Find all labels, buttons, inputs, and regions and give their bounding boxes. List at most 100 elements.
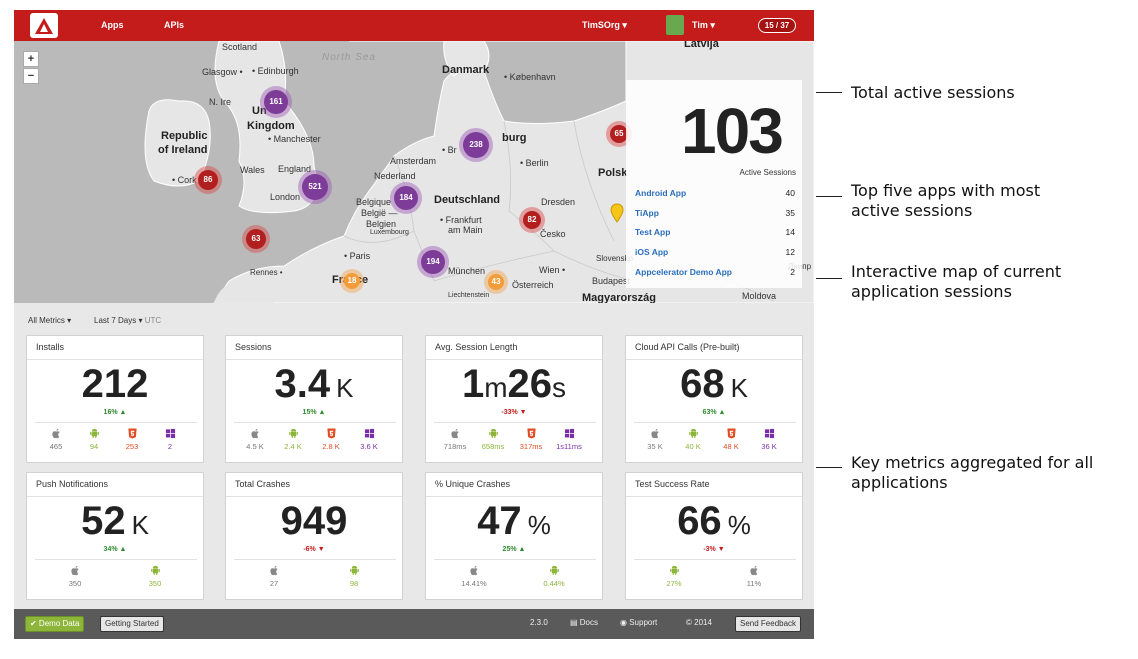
map-label: Österreich [512, 280, 554, 290]
annotation-map: Interactive map of current application s… [851, 262, 1109, 302]
metric-card[interactable]: Test Success Rate 66% -3% ▼ 27% 11% [625, 472, 803, 600]
annotation-total-sessions: Total active sessions [851, 83, 1121, 103]
metric-card[interactable]: % Unique Crashes 47% 25% ▲ 14.41% 0.44% [425, 472, 603, 600]
user-dropdown[interactable]: Tim ▾ [692, 10, 715, 41]
top-app-row[interactable]: Test App 14 [635, 227, 795, 241]
nav-apis-link[interactable]: APIs [164, 10, 184, 41]
card-divider [426, 496, 602, 497]
avatar[interactable] [666, 15, 684, 35]
session-cluster-marker[interactable]: 161 [264, 90, 288, 114]
platform-value: 94 [74, 442, 114, 451]
card-divider [634, 559, 796, 560]
map-pin-icon[interactable] [610, 203, 624, 223]
zoom-in-button[interactable]: + [23, 51, 39, 67]
app-name-link[interactable]: Test App [635, 227, 670, 237]
metric-card[interactable]: Cloud API Calls (Pre-built) 68 K 63% ▲ 35 K 4… [625, 335, 803, 463]
top-app-row[interactable]: Android App 40 [635, 188, 795, 202]
card-divider [35, 422, 197, 423]
app-name-link[interactable]: TiApp [635, 208, 659, 218]
docs-link[interactable]: ▤ Docs [570, 618, 598, 627]
platform-stat: 1s11ms [549, 428, 589, 451]
platform-value: 48 K [711, 442, 751, 451]
metrics-filter-dropdown[interactable]: All Metrics ▾ [28, 316, 71, 325]
card-divider [634, 422, 796, 423]
windows-icon [150, 428, 190, 439]
map-label: Budapest [592, 276, 630, 286]
map-label: • Cork [172, 175, 197, 185]
org-dropdown[interactable]: TimSOrg ▾ [582, 10, 627, 41]
session-cluster-marker[interactable]: 43 [488, 274, 504, 290]
platform-value: 27% [654, 579, 694, 588]
top-app-row[interactable]: TiApp 35 [635, 208, 795, 222]
metric-title: Total Crashes [235, 479, 290, 489]
platform-value: 2 [150, 442, 190, 451]
app-session-count: 12 [786, 247, 795, 257]
map-label: Moldova [742, 291, 776, 301]
map-label: Polsk [598, 167, 627, 179]
support-link[interactable]: ◉ Support [620, 618, 657, 627]
app-name-link[interactable]: iOS App [635, 247, 668, 257]
windows-icon [749, 428, 789, 439]
apple-icon [734, 565, 774, 576]
card-divider [226, 496, 402, 497]
active-sessions-panel: 103 Active Sessions Android App 40 TiApp 3… [626, 80, 802, 288]
demo-data-toggle[interactable]: ✔ Demo Data [25, 616, 84, 632]
date-range-dropdown[interactable]: Last 7 Days ▾ UTC [94, 316, 161, 325]
session-cluster-marker[interactable]: 521 [302, 174, 328, 200]
session-cluster-marker[interactable]: 184 [394, 186, 418, 210]
metric-card[interactable]: Sessions 3.4 K 15% ▲ 4.5 K 2.4 K 2.8 K 3.6 K [225, 335, 403, 463]
session-cluster-marker[interactable]: 194 [421, 250, 445, 274]
metric-trend: 15% ▲ [226, 409, 402, 416]
map-label: North Sea [322, 52, 376, 63]
metric-card[interactable]: Avg. Session Length 1m26s -33% ▼ 718ms 658ms… [425, 335, 603, 463]
apple-icon [235, 428, 275, 439]
session-cluster-marker[interactable]: 238 [463, 132, 489, 158]
card-divider [27, 496, 203, 497]
platform-value: 27 [254, 579, 294, 588]
metric-unit: K [336, 373, 353, 403]
platform-value: 35 K [635, 442, 675, 451]
map-label: burg [502, 132, 526, 144]
session-cluster-marker[interactable]: 82 [523, 211, 541, 229]
platform-value: 2.4 K [273, 442, 313, 451]
session-cluster-marker[interactable]: 63 [246, 229, 266, 249]
html5-icon [311, 428, 351, 439]
app-session-count: 35 [786, 208, 795, 218]
top-app-row[interactable]: Appcelerator Demo App 2 [635, 267, 795, 281]
metric-card[interactable]: Total Crashes 949 -6% ▼ 27 98 [225, 472, 403, 600]
apple-icon [454, 565, 494, 576]
getting-started-button[interactable]: Getting Started [100, 616, 164, 632]
send-feedback-button[interactable]: Send Feedback [735, 616, 801, 632]
metric-trend: -33% ▼ [426, 409, 602, 416]
session-cluster-marker[interactable]: 18 [344, 273, 360, 289]
appcelerator-logo-icon[interactable] [30, 13, 58, 38]
metric-title: Push Notifications [36, 479, 108, 489]
nav-apps-link[interactable]: Apps [101, 10, 124, 41]
quota-badge[interactable]: 15 / 37 [758, 18, 796, 33]
map-label: Latvija [684, 41, 719, 50]
app-name-link[interactable]: Appcelerator Demo App [635, 267, 732, 277]
session-map[interactable]: + − Scotland Glasgow • • Edinburgh North… [14, 41, 814, 303]
platform-value: 0.44% [534, 579, 574, 588]
platform-stat: 35 K [635, 428, 675, 451]
metric-trend: 25% ▲ [426, 546, 602, 553]
platform-stat: 718ms [435, 428, 475, 451]
card-divider [434, 559, 596, 560]
app-name-link[interactable]: Android App [635, 188, 686, 198]
metric-card[interactable]: Installs 212 16% ▲ 465 94 253 2 [26, 335, 204, 463]
timezone-label: UTC [145, 316, 161, 325]
map-label: London [270, 192, 300, 202]
map-label: München [448, 266, 485, 276]
map-label: Belgien [366, 219, 396, 229]
metric-value: 1m26s [426, 362, 602, 407]
metric-value: 949 [226, 499, 402, 544]
metric-card[interactable]: Push Notifications 52 K 34% ▲ 350 350 [26, 472, 204, 600]
platform-stat: 3.6 K [349, 428, 389, 451]
platform-value: 98 [334, 579, 374, 588]
zoom-out-button[interactable]: − [23, 68, 39, 84]
top-app-row[interactable]: iOS App 12 [635, 247, 795, 261]
map-label: of Ireland [158, 144, 208, 156]
map-label: • Br [442, 145, 457, 155]
card-divider [626, 359, 802, 360]
session-cluster-marker[interactable]: 86 [198, 170, 218, 190]
